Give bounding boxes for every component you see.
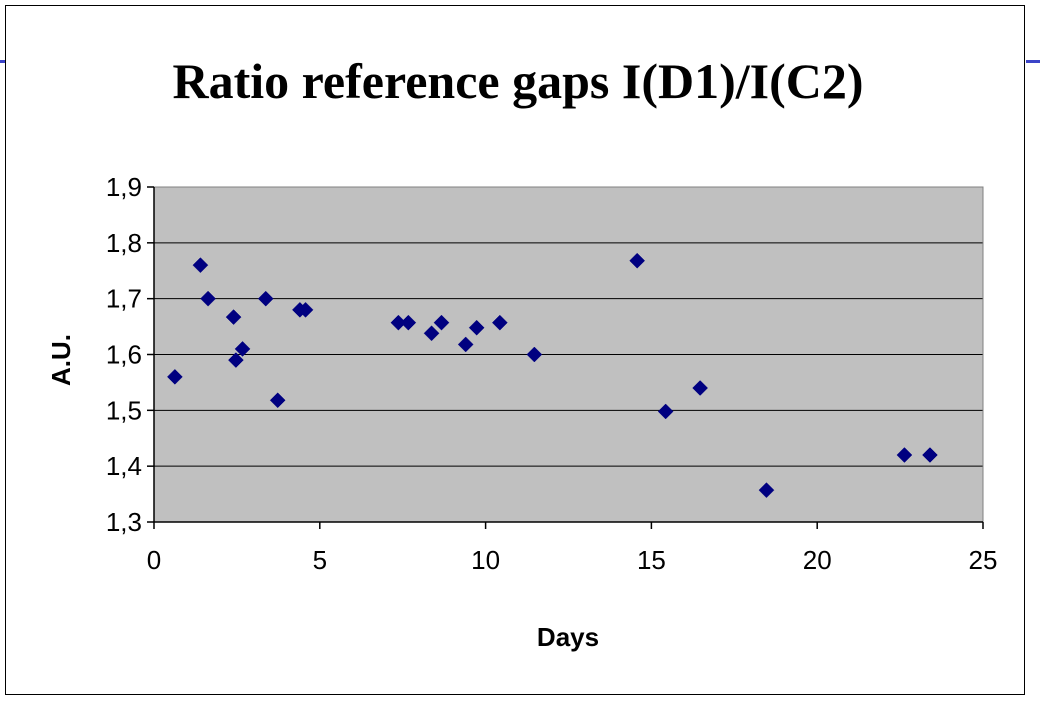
x-tick-label: 15 bbox=[637, 545, 666, 575]
chart-title: Ratio reference gaps I(D1)/I(C2) bbox=[172, 53, 863, 109]
data-point bbox=[257, 290, 274, 307]
x-tick-label: 10 bbox=[471, 545, 500, 575]
data-point bbox=[167, 368, 183, 385]
scatter-chart: Ratio reference gaps I(D1)/I(C2) 1,31,41… bbox=[46, 53, 998, 652]
x-tick-label: 25 bbox=[969, 545, 998, 575]
slide-rule-left bbox=[0, 60, 8, 63]
data-point bbox=[526, 346, 543, 363]
data-points bbox=[167, 252, 938, 499]
slide-rule-right bbox=[1026, 60, 1040, 63]
y-tick-labels: 1,3 1,4 1,5 1,6 1,7 1,8 1,9 bbox=[106, 172, 142, 537]
data-point bbox=[234, 341, 251, 357]
y-tick-label: 1,9 bbox=[106, 172, 142, 202]
data-point bbox=[896, 447, 913, 463]
data-point bbox=[457, 336, 474, 353]
x-tick-label: 0 bbox=[147, 545, 161, 575]
data-point bbox=[228, 352, 244, 368]
x-axis-label: Days bbox=[537, 622, 599, 652]
data-point bbox=[692, 380, 708, 396]
chart-frame: Ratio reference gaps I(D1)/I(C2) 1,3 1,4 1… bbox=[5, 5, 1025, 695]
y-tick-label: 1,4 bbox=[106, 451, 142, 481]
data-point bbox=[492, 314, 508, 331]
y-tick-label: 1,3 bbox=[106, 507, 142, 537]
data-point bbox=[468, 319, 485, 336]
data-point bbox=[400, 314, 417, 331]
y-tick-label: 1,5 bbox=[106, 395, 142, 425]
data-point bbox=[657, 403, 674, 420]
data-point bbox=[433, 314, 450, 331]
data-point bbox=[192, 257, 209, 274]
data-point bbox=[423, 325, 440, 342]
data-point bbox=[297, 301, 314, 318]
x-tick-labels: 0 5 10 15 20 25 bbox=[147, 545, 998, 575]
data-point bbox=[225, 309, 242, 325]
y-axis-label: A.U. bbox=[46, 334, 76, 386]
axes bbox=[147, 186, 984, 529]
data-point bbox=[269, 392, 286, 409]
x-tick-label: 20 bbox=[803, 545, 832, 575]
data-point bbox=[200, 290, 216, 307]
y-tick-label: 1,6 bbox=[106, 340, 142, 370]
data-point bbox=[629, 252, 645, 269]
y-tick-label: 1,8 bbox=[106, 228, 142, 258]
data-point bbox=[922, 447, 938, 463]
data-point bbox=[758, 482, 775, 499]
y-tick-label: 1,7 bbox=[106, 284, 142, 314]
x-tick-label: 5 bbox=[313, 545, 327, 575]
